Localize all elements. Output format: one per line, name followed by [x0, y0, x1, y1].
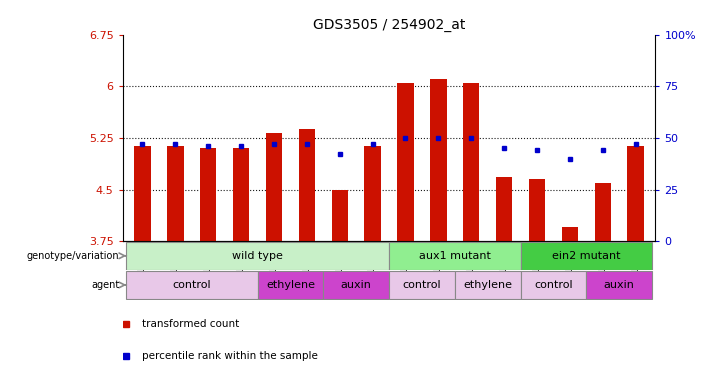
Bar — [134, 146, 151, 241]
Bar — [167, 146, 184, 241]
Text: transformed count: transformed count — [142, 319, 239, 329]
Bar — [332, 190, 348, 241]
Text: ethylene: ethylene — [266, 280, 315, 290]
Bar — [496, 177, 512, 241]
Bar — [200, 147, 217, 241]
Text: control: control — [172, 280, 211, 290]
Text: aux1 mutant: aux1 mutant — [419, 251, 491, 261]
Bar — [529, 179, 545, 241]
Bar — [389, 242, 521, 270]
Text: agent: agent — [91, 280, 119, 290]
Bar — [126, 271, 257, 299]
Title: GDS3505 / 254902_at: GDS3505 / 254902_at — [313, 18, 465, 32]
Bar — [266, 133, 283, 241]
Text: wild type: wild type — [232, 251, 283, 261]
Text: percentile rank within the sample: percentile rank within the sample — [142, 351, 318, 361]
Text: control: control — [534, 280, 573, 290]
Bar — [562, 227, 578, 241]
Text: genotype/variation: genotype/variation — [27, 251, 119, 261]
Bar — [233, 147, 250, 241]
Text: ethylene: ethylene — [463, 280, 512, 290]
Bar — [521, 271, 586, 299]
Bar — [463, 83, 479, 241]
Bar — [365, 146, 381, 241]
Bar — [627, 146, 644, 241]
Bar — [430, 79, 447, 241]
Bar — [389, 271, 455, 299]
Bar — [594, 183, 611, 241]
Text: auxin: auxin — [341, 280, 372, 290]
Bar — [397, 83, 414, 241]
Bar — [455, 271, 521, 299]
Bar — [323, 271, 389, 299]
Bar — [126, 242, 389, 270]
Bar — [586, 271, 652, 299]
Bar — [521, 242, 652, 270]
Text: control: control — [402, 280, 441, 290]
Bar — [257, 271, 323, 299]
Text: auxin: auxin — [604, 280, 634, 290]
Bar — [299, 129, 315, 241]
Text: ein2 mutant: ein2 mutant — [552, 251, 620, 261]
